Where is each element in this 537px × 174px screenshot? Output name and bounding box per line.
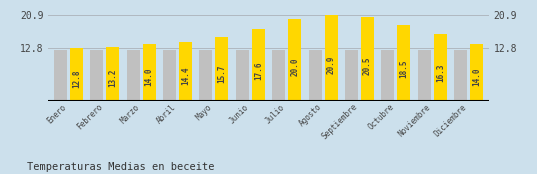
Text: Temperaturas Medias en beceite: Temperaturas Medias en beceite xyxy=(27,162,214,172)
Bar xyxy=(434,34,447,101)
Bar xyxy=(54,50,67,101)
Bar xyxy=(106,47,119,101)
Bar xyxy=(345,50,358,101)
Bar xyxy=(127,50,140,101)
Text: 17.6: 17.6 xyxy=(254,61,263,80)
Bar xyxy=(90,50,103,101)
Text: 13.2: 13.2 xyxy=(108,69,117,88)
Bar xyxy=(272,50,285,101)
Bar xyxy=(236,50,249,101)
Text: 20.5: 20.5 xyxy=(363,56,372,75)
Text: 20.9: 20.9 xyxy=(326,56,336,74)
Bar xyxy=(309,50,322,101)
Text: 16.3: 16.3 xyxy=(436,64,445,82)
Bar xyxy=(252,29,265,101)
Bar xyxy=(288,19,301,101)
Text: 20.0: 20.0 xyxy=(290,57,299,76)
Bar xyxy=(454,50,467,101)
Text: 12.8: 12.8 xyxy=(72,70,81,88)
Bar xyxy=(199,50,213,101)
Bar xyxy=(470,44,483,101)
Text: 14.0: 14.0 xyxy=(144,68,154,86)
Bar xyxy=(418,50,431,101)
Bar xyxy=(381,50,394,101)
Bar xyxy=(143,44,156,101)
Bar xyxy=(179,42,192,101)
Bar xyxy=(361,17,374,101)
Bar xyxy=(397,25,410,101)
Text: 14.4: 14.4 xyxy=(181,67,190,85)
Bar xyxy=(324,15,338,101)
Text: 15.7: 15.7 xyxy=(217,65,227,83)
Text: 14.0: 14.0 xyxy=(472,68,481,86)
Text: 18.5: 18.5 xyxy=(400,60,408,78)
Bar xyxy=(70,48,83,101)
Bar xyxy=(215,37,228,101)
Bar xyxy=(163,50,176,101)
